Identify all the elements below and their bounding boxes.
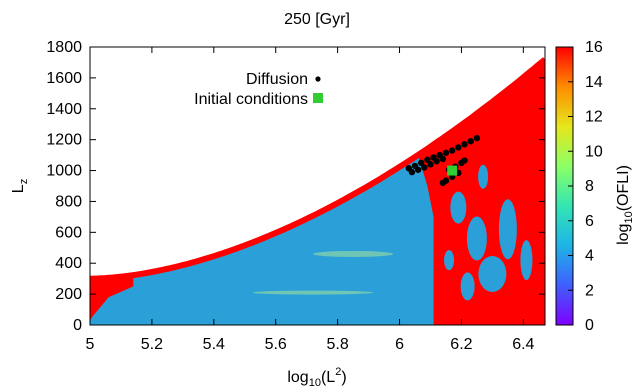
x-axis-ticks: 5 5.2 5.4 5.6 5.8 6 6.2 6.4	[86, 47, 535, 353]
colorbar-tick-label: 2	[585, 282, 594, 299]
legend-label-initial-conditions: Initial conditions	[194, 91, 308, 108]
diffusion-point	[433, 158, 440, 165]
diffusion-point	[424, 156, 431, 163]
colorbar-tick-label: 4	[585, 248, 594, 265]
colorbar-tick-label: 14	[585, 74, 603, 91]
y-tick-label: 1000	[46, 163, 82, 180]
colorbar-tick-label: 16	[585, 39, 603, 56]
y-tick-label: 1600	[46, 70, 82, 87]
diffusion-point	[439, 155, 447, 163]
x-tick-label: 6	[395, 336, 404, 353]
legend-marker-diffusion	[315, 76, 321, 82]
plot-frame	[89, 46, 546, 326]
colorbar-tick-label: 0	[585, 317, 594, 334]
x-tick-label: 5.4	[203, 336, 225, 353]
legend-marker-initial-conditions	[313, 93, 323, 103]
diffusion-point	[439, 179, 447, 187]
y-tick-label: 800	[55, 193, 82, 210]
colorbar-ticks: 0 2 4 6 8 10 12 14 16	[568, 39, 603, 334]
y-tick-label: 600	[55, 224, 82, 241]
diffusion-point	[448, 147, 456, 154]
y-tick-label: 1800	[46, 39, 82, 56]
legend: Diffusion Initial conditions	[194, 71, 323, 108]
diffusion-point	[427, 161, 434, 168]
diffusion-point	[421, 164, 428, 171]
diffusion-point	[442, 149, 450, 156]
y-tick-label: 200	[55, 286, 82, 303]
x-tick-label: 5	[86, 336, 95, 353]
x-tick-label: 5.6	[265, 336, 287, 353]
diffusion-point	[455, 144, 462, 151]
regular-orbit-region	[90, 59, 545, 325]
colorbar-label: log10(OFLI)	[615, 165, 634, 245]
y-tick-label: 1200	[46, 132, 82, 149]
colorbar-tick-label: 6	[585, 213, 594, 230]
regular-islands	[252, 164, 533, 301]
diffusion-point	[414, 166, 422, 173]
diffusion-point	[461, 157, 468, 164]
diffusion-point	[417, 159, 425, 167]
diffusion-point	[461, 141, 468, 148]
y-axis-label: Lz	[10, 179, 30, 193]
chaotic-region-left	[90, 275, 134, 321]
initial-condition-marker	[447, 165, 458, 176]
diffusion-point	[408, 168, 416, 176]
x-tick-label: 6.4	[512, 336, 534, 353]
colorbar-tick-label: 10	[585, 143, 603, 160]
colorbar-tick-label: 12	[585, 109, 603, 126]
chart-title: 250 [Gyr]	[284, 11, 350, 28]
y-axis-ticks: 0 200 400 600 800 1000 1200 1400 1600 1800	[46, 39, 545, 334]
legend-label-diffusion: Diffusion	[246, 71, 308, 88]
y-tick-label: 400	[55, 255, 82, 272]
y-tick-label: 0	[73, 317, 82, 334]
diffusion-point	[473, 134, 481, 142]
x-axis-label: log10(L2)	[287, 366, 346, 388]
y-tick-label: 1400	[46, 101, 82, 118]
diffusion-point	[467, 138, 474, 145]
x-tick-label: 5.8	[326, 336, 348, 353]
x-tick-label: 5.2	[141, 336, 163, 353]
x-tick-label: 6.2	[450, 336, 472, 353]
colorbar-tick-label: 8	[585, 178, 594, 195]
